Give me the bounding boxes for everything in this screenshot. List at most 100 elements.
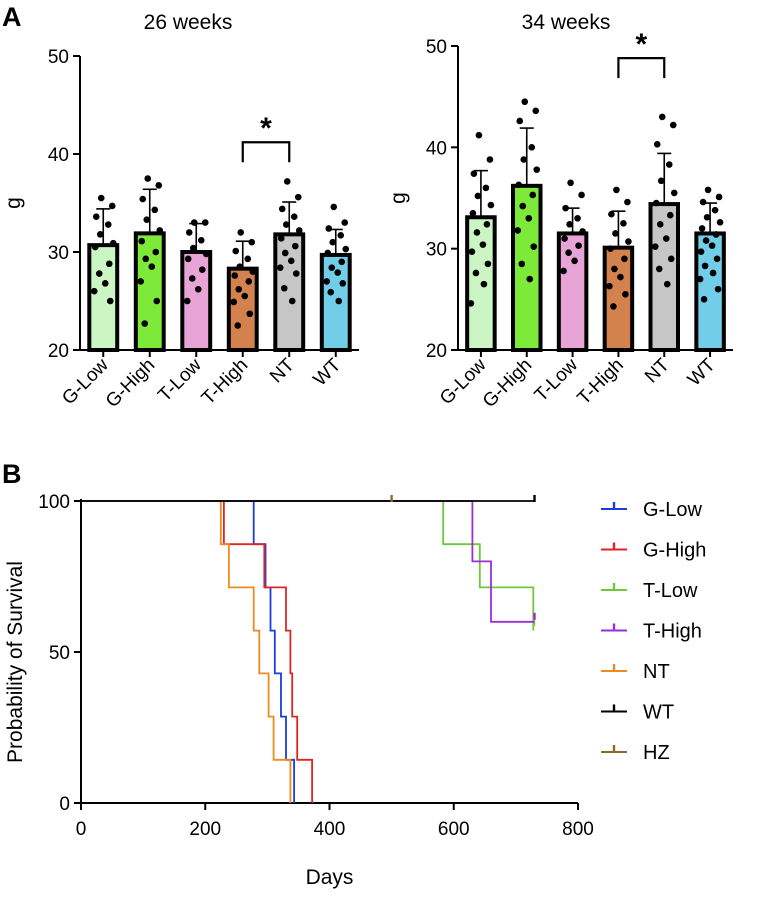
x-tick-label-t-low: T-Low xyxy=(154,354,206,406)
data-point xyxy=(530,243,538,250)
legend-label-t-high: T-High xyxy=(643,621,702,643)
x-tick-label-nt: NT xyxy=(641,354,674,387)
data-point xyxy=(611,265,618,273)
data-point xyxy=(606,282,613,290)
survival-line-t-high xyxy=(81,500,535,623)
data-point xyxy=(653,140,661,148)
data-point xyxy=(658,113,666,121)
data-point xyxy=(525,214,533,222)
y-tick-label: 40 xyxy=(48,145,69,166)
data-point xyxy=(156,227,164,234)
survival-chart: 0 50 100 0 200 400 600 800 Days Probability of Su… xyxy=(4,492,706,889)
data-point xyxy=(276,264,284,271)
data-point xyxy=(665,161,673,168)
data-point xyxy=(561,235,568,242)
data-point xyxy=(185,229,193,236)
data-point xyxy=(288,297,296,305)
data-point xyxy=(234,322,242,329)
data-point xyxy=(97,194,105,202)
chart-title: 34 weeks xyxy=(522,11,611,34)
data-point xyxy=(520,156,528,163)
data-point xyxy=(141,320,149,327)
data-point xyxy=(712,231,720,238)
y-axis-label: g xyxy=(387,192,410,204)
y-axis-label: g xyxy=(2,197,25,209)
data-point xyxy=(526,275,534,283)
data-point xyxy=(467,300,475,307)
data-point xyxy=(327,288,335,296)
data-point xyxy=(237,229,245,236)
data-point xyxy=(574,214,581,222)
x-tick-label-g-high: G-High xyxy=(479,355,536,412)
data-point xyxy=(562,204,569,212)
data-point xyxy=(290,213,298,221)
data-point xyxy=(579,228,586,235)
data-point xyxy=(656,221,664,228)
data-point xyxy=(484,260,492,268)
data-point xyxy=(101,280,109,287)
x-tick-label: 800 xyxy=(562,819,594,840)
survival-line-t-low xyxy=(81,500,535,631)
data-point xyxy=(697,248,705,256)
legend-label-g-low: G-Low xyxy=(643,499,702,521)
data-point xyxy=(106,297,114,305)
data-point xyxy=(249,268,257,275)
data-point xyxy=(144,175,152,182)
chart-title: 26 weeks xyxy=(144,11,233,34)
data-point xyxy=(519,202,527,210)
data-point xyxy=(330,203,338,211)
data-point xyxy=(612,230,619,237)
significance-star: * xyxy=(635,28,647,61)
data-point xyxy=(521,98,529,106)
y-tick-label: 40 xyxy=(426,138,447,159)
data-point xyxy=(482,184,490,192)
data-point xyxy=(514,227,522,234)
data-point xyxy=(294,193,302,201)
data-point xyxy=(245,278,253,285)
data-point xyxy=(96,231,104,238)
y-tick-label: 20 xyxy=(426,341,447,362)
bar-g-low xyxy=(87,243,120,352)
bar-nt xyxy=(648,202,680,352)
data-point xyxy=(248,238,256,246)
y-tick-label: 30 xyxy=(48,243,69,264)
data-point xyxy=(281,249,289,257)
data-point xyxy=(324,249,332,257)
data-point xyxy=(701,262,709,270)
data-point xyxy=(669,121,677,129)
data-point xyxy=(472,269,480,277)
data-point xyxy=(334,269,342,276)
data-point xyxy=(651,243,659,250)
legend-label-t-low: T-Low xyxy=(643,580,698,602)
y-tick-label: 50 xyxy=(49,643,70,664)
data-point xyxy=(666,211,674,219)
data-point xyxy=(329,238,337,246)
data-point xyxy=(138,237,146,245)
data-point xyxy=(662,235,670,242)
data-point xyxy=(277,234,285,242)
x-tick-label-t-high: T-High xyxy=(198,355,252,409)
y-tick-label: 0 xyxy=(59,794,70,815)
data-point xyxy=(486,156,494,163)
data-point xyxy=(663,280,671,288)
y-tick-label: 30 xyxy=(426,240,447,261)
data-point xyxy=(91,243,99,251)
data-point xyxy=(516,117,524,125)
data-point xyxy=(104,221,112,228)
data-point xyxy=(469,209,477,217)
data-point xyxy=(188,275,196,282)
x-tick-label: 200 xyxy=(189,819,221,840)
data-point xyxy=(560,267,567,275)
bar-t-high xyxy=(602,245,635,352)
bar-nt xyxy=(273,232,306,352)
y-tick-label: 50 xyxy=(426,37,447,58)
data-point xyxy=(184,255,192,263)
data-point xyxy=(139,195,147,203)
data-point xyxy=(337,232,345,239)
data-point xyxy=(342,245,350,253)
x-tick-label-wt: WT xyxy=(310,354,346,390)
data-point xyxy=(698,225,706,232)
data-point xyxy=(328,264,336,271)
